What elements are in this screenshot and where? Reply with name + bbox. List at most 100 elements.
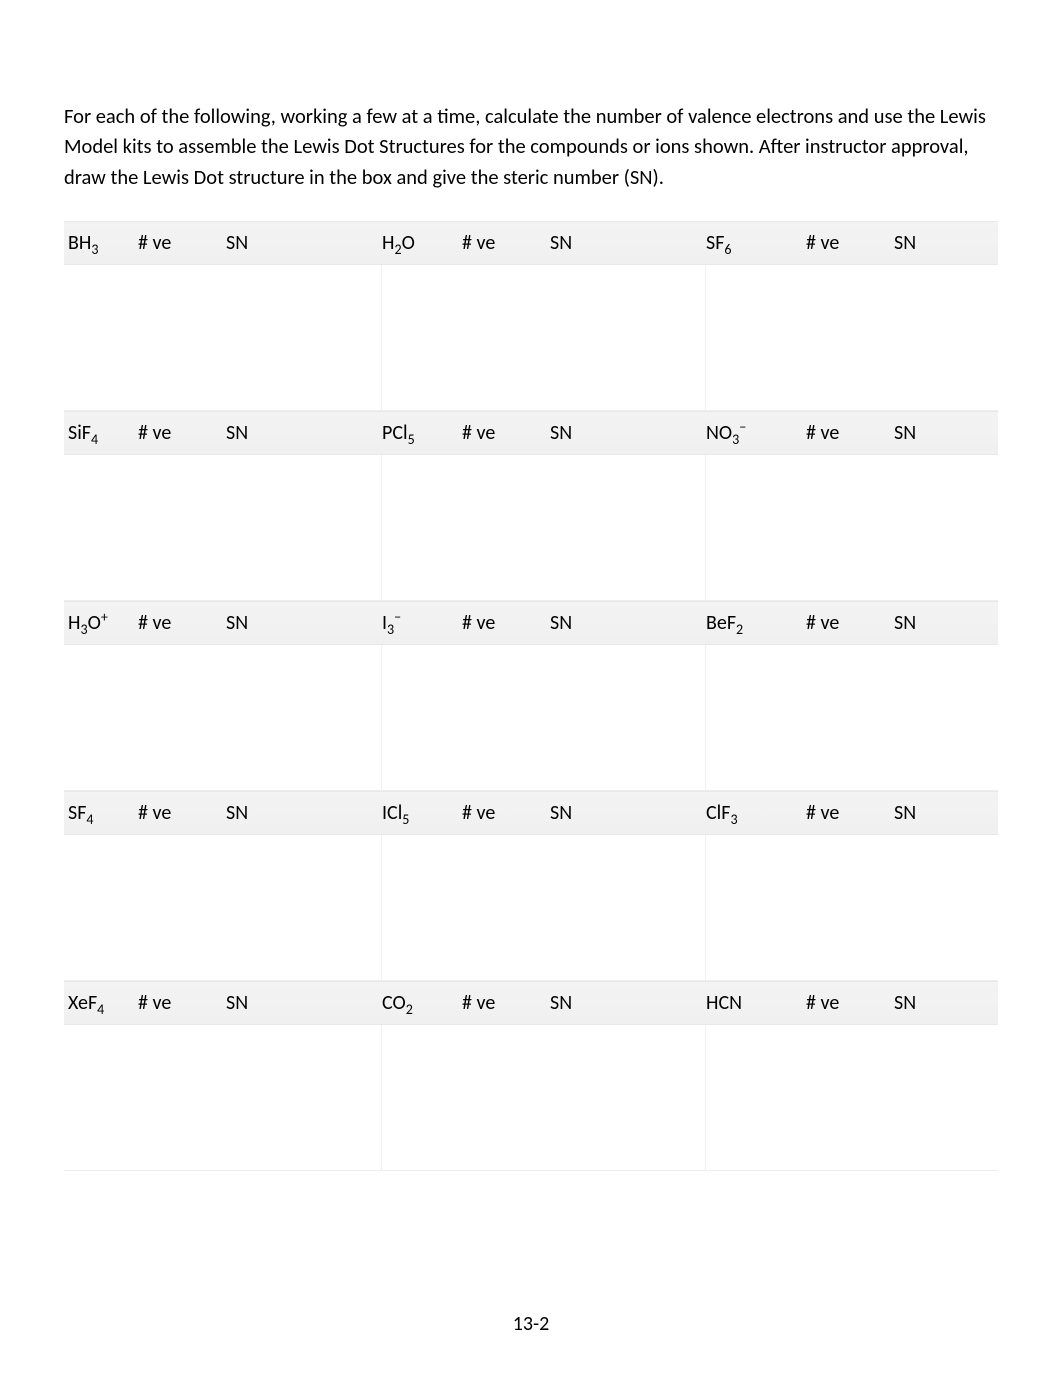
- grid-work-row: [64, 645, 998, 791]
- page-number: 13-2: [0, 1312, 1062, 1336]
- work-area: [68, 455, 138, 600]
- grid-header-row: SiF4 # ve SN PCl5 # ve SN NO3− # ve SN: [64, 411, 998, 455]
- work-area: [68, 645, 138, 790]
- work-area: [806, 835, 894, 980]
- grid-work-row: [64, 455, 998, 601]
- work-area: [706, 455, 806, 600]
- formula-cell: ClF3: [706, 801, 806, 825]
- ve-header: # ve: [462, 611, 550, 635]
- grid-work-row: [64, 265, 998, 411]
- work-area: [382, 265, 462, 410]
- sn-header: SN: [894, 421, 1014, 445]
- work-area: [706, 265, 806, 410]
- work-area: [138, 455, 226, 600]
- ve-header: # ve: [138, 611, 226, 635]
- ve-header: # ve: [462, 231, 550, 255]
- page: For each of the following, working a few…: [0, 0, 1062, 1376]
- ve-header: # ve: [138, 231, 226, 255]
- work-area: [138, 265, 226, 410]
- sn-header: SN: [550, 231, 706, 255]
- ve-header: # ve: [806, 991, 894, 1015]
- work-area: [138, 1025, 226, 1170]
- ve-header: # ve: [138, 421, 226, 445]
- formula-cell: SiF4: [68, 421, 138, 445]
- work-area: [382, 835, 462, 980]
- work-area: [226, 645, 382, 790]
- work-area: [462, 835, 550, 980]
- formula-cell: BeF2: [706, 611, 806, 635]
- formula-cell: PCl5: [382, 421, 462, 445]
- sn-header: SN: [894, 991, 1014, 1015]
- work-area: [462, 455, 550, 600]
- sn-header: SN: [226, 611, 382, 635]
- sn-header: SN: [550, 991, 706, 1015]
- sn-header: SN: [226, 801, 382, 825]
- grid-block: SF4 # ve SN ICl5 # ve SN ClF3 # ve SN: [64, 791, 998, 981]
- grid-header-row: XeF4 # ve SN CO2 # ve SN HCN # ve SN: [64, 981, 998, 1025]
- work-area: [550, 1025, 706, 1170]
- work-area: [550, 265, 706, 410]
- sn-header: SN: [550, 421, 706, 445]
- work-area: [462, 645, 550, 790]
- sn-header: SN: [550, 801, 706, 825]
- formula-cell: XeF4: [68, 991, 138, 1015]
- work-area: [382, 645, 462, 790]
- work-area: [894, 1025, 1014, 1170]
- work-area: [550, 645, 706, 790]
- sn-header: SN: [226, 421, 382, 445]
- work-area: [68, 835, 138, 980]
- formula-cell: I3−: [382, 611, 462, 635]
- work-area: [462, 265, 550, 410]
- instructions-paragraph: For each of the following, working a few…: [64, 101, 998, 193]
- sn-header: SN: [894, 611, 1014, 635]
- work-area: [806, 455, 894, 600]
- ve-header: # ve: [806, 421, 894, 445]
- formula-cell: SF6: [706, 231, 806, 255]
- grid-block: H3O+ # ve SN I3− # ve SN BeF2 # ve SN: [64, 601, 998, 791]
- work-area: [806, 265, 894, 410]
- ve-header: # ve: [138, 991, 226, 1015]
- worksheet-grid: BH3 # ve SN H2O # ve SN SF6 # ve SN: [64, 221, 998, 1171]
- work-area: [706, 1025, 806, 1170]
- grid-work-row: [64, 835, 998, 981]
- formula-cell: BH3: [68, 231, 138, 255]
- grid-block: XeF4 # ve SN CO2 # ve SN HCN # ve SN: [64, 981, 998, 1171]
- work-area: [806, 1025, 894, 1170]
- ve-header: # ve: [462, 801, 550, 825]
- work-area: [462, 1025, 550, 1170]
- formula-cell: NO3−: [706, 421, 806, 445]
- work-area: [706, 835, 806, 980]
- work-area: [226, 265, 382, 410]
- work-area: [894, 835, 1014, 980]
- formula-cell: SF4: [68, 801, 138, 825]
- work-area: [226, 1025, 382, 1170]
- work-area: [806, 645, 894, 790]
- formula-cell: ICl5: [382, 801, 462, 825]
- formula-cell: H3O+: [68, 611, 138, 635]
- sn-header: SN: [894, 801, 1014, 825]
- ve-header: # ve: [462, 421, 550, 445]
- work-area: [894, 645, 1014, 790]
- sn-header: SN: [550, 611, 706, 635]
- work-area: [894, 265, 1014, 410]
- grid-header-row: SF4 # ve SN ICl5 # ve SN ClF3 # ve SN: [64, 791, 998, 835]
- grid-block: BH3 # ve SN H2O # ve SN SF6 # ve SN: [64, 221, 998, 411]
- work-area: [894, 455, 1014, 600]
- work-area: [382, 455, 462, 600]
- work-area: [550, 835, 706, 980]
- work-area: [706, 645, 806, 790]
- ve-header: # ve: [138, 801, 226, 825]
- work-area: [138, 835, 226, 980]
- grid-header-row: BH3 # ve SN H2O # ve SN SF6 # ve SN: [64, 221, 998, 265]
- work-area: [138, 645, 226, 790]
- ve-header: # ve: [806, 801, 894, 825]
- sn-header: SN: [226, 991, 382, 1015]
- work-area: [550, 455, 706, 600]
- formula-cell: HCN: [706, 991, 806, 1015]
- grid-block: SiF4 # ve SN PCl5 # ve SN NO3− # ve SN: [64, 411, 998, 601]
- ve-header: # ve: [806, 231, 894, 255]
- ve-header: # ve: [462, 991, 550, 1015]
- formula-cell: H2O: [382, 231, 462, 255]
- grid-work-row: [64, 1025, 998, 1171]
- formula-cell: CO2: [382, 991, 462, 1015]
